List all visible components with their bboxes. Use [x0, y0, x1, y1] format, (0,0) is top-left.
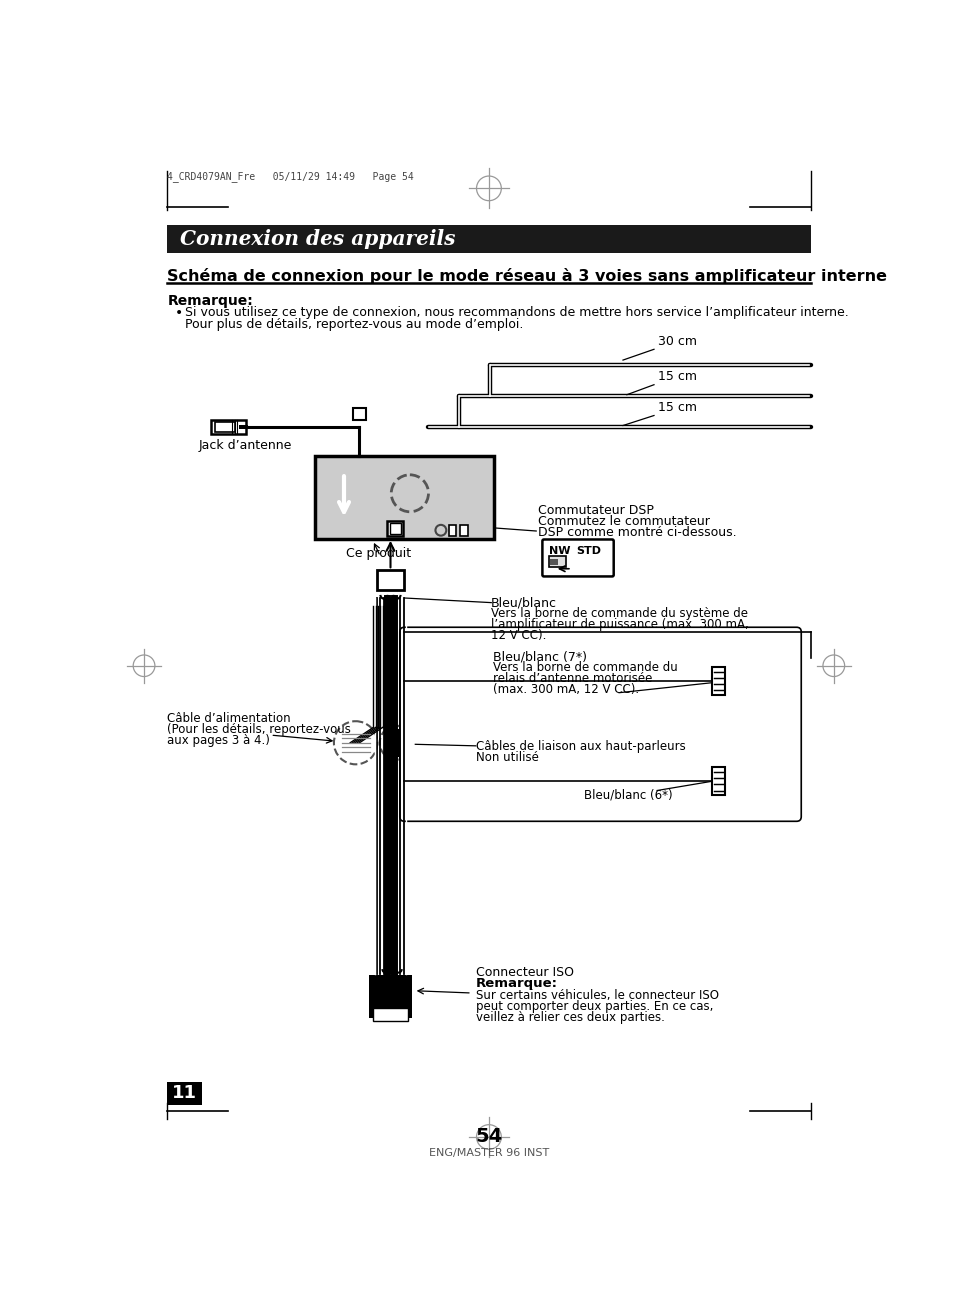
Text: veillez à relier ces deux parties.: veillez à relier ces deux parties. — [476, 1011, 664, 1024]
Text: 54: 54 — [475, 1127, 502, 1146]
Text: Bleu/blanc (7*): Bleu/blanc (7*) — [493, 650, 586, 663]
Bar — [711, 767, 723, 796]
Bar — [459, 525, 468, 536]
Bar — [167, 1082, 202, 1104]
Text: Si vous utilisez ce type de connexion, nous recommandons de mettre hors service : Si vous utilisez ce type de connexion, n… — [185, 306, 848, 319]
Text: Commutateur DSP: Commutateur DSP — [537, 504, 653, 517]
Text: relais d’antenne motorisée: relais d’antenne motorisée — [493, 672, 652, 685]
Bar — [376, 570, 404, 591]
Text: Câble d’alimentation: Câble d’alimentation — [167, 712, 291, 725]
Bar — [314, 457, 494, 540]
Text: ENG/MASTER 96 INST: ENG/MASTER 96 INST — [428, 1148, 549, 1158]
Text: STD: STD — [576, 546, 601, 557]
Bar — [711, 767, 723, 796]
Text: Bleu/blanc: Bleu/blanc — [491, 596, 557, 609]
Text: Connexion des appareils: Connexion des appareils — [179, 230, 455, 249]
Text: Connecteur ISO: Connecteur ISO — [476, 966, 573, 979]
Bar — [548, 557, 565, 567]
Text: Bleu/blanc (6*): Bleu/blanc (6*) — [583, 789, 672, 802]
Text: NW: NW — [548, 546, 570, 557]
Bar — [369, 976, 412, 1018]
Bar — [373, 1008, 407, 1020]
Text: aux pages 3 à 4.): aux pages 3 à 4.) — [167, 734, 270, 747]
Bar — [167, 226, 810, 253]
Text: peut comporter deux parties. En ce cas,: peut comporter deux parties. En ce cas, — [476, 1001, 713, 1012]
Bar — [711, 667, 723, 695]
Text: Jack d’antenne: Jack d’antenne — [199, 440, 293, 453]
FancyBboxPatch shape — [399, 628, 801, 822]
Bar — [711, 667, 723, 695]
Text: 15 cm: 15 cm — [658, 370, 696, 383]
Text: 30 cm: 30 cm — [658, 335, 696, 348]
Bar — [215, 423, 235, 432]
Text: Vers la borne de commande du système de: Vers la borne de commande du système de — [491, 607, 747, 620]
Text: Schéma de connexion pour le mode réseau à 3 voies sans amplificateur interne: Schéma de connexion pour le mode réseau … — [167, 268, 886, 284]
Text: 4_CRD4079AN_Fre   05/11/29 14:49   Page 54: 4_CRD4079AN_Fre 05/11/29 14:49 Page 54 — [167, 172, 414, 183]
Bar — [384, 597, 396, 974]
Text: l’amplificateur de puissance (max. 300 mA,: l’amplificateur de puissance (max. 300 m… — [491, 618, 748, 632]
Text: Ce produit: Ce produit — [345, 548, 410, 561]
Bar — [390, 729, 402, 756]
Text: Remarque:: Remarque: — [476, 977, 558, 990]
Bar — [390, 524, 400, 534]
Bar — [387, 521, 402, 537]
Text: (max. 300 mA, 12 V CC).: (max. 300 mA, 12 V CC). — [493, 683, 639, 696]
FancyBboxPatch shape — [542, 540, 613, 576]
Text: Sur certains véhicules, le connecteur ISO: Sur certains véhicules, le connecteur IS… — [476, 989, 718, 1002]
Bar — [550, 559, 558, 565]
Text: DSP comme montré ci-dessous.: DSP comme montré ci-dessous. — [537, 525, 736, 538]
Text: (Pour les détails, reportez-vous: (Pour les détails, reportez-vous — [167, 722, 351, 735]
Bar — [211, 420, 246, 435]
Bar — [353, 408, 365, 420]
Text: Vers la borne de commande du: Vers la borne de commande du — [493, 662, 677, 674]
Text: 12 V CC).: 12 V CC). — [491, 629, 546, 642]
Text: Câbles de liaison aux haut-parleurs: Câbles de liaison aux haut-parleurs — [476, 741, 685, 754]
Bar — [238, 424, 248, 429]
Text: Non utilisé: Non utilisé — [476, 751, 538, 764]
Text: Pour plus de détails, reportez-vous au mode d’emploi.: Pour plus de détails, reportez-vous au m… — [185, 318, 523, 331]
Text: Commutez le commutateur: Commutez le commutateur — [537, 515, 709, 528]
Text: 11: 11 — [172, 1085, 196, 1102]
Text: 15 cm: 15 cm — [658, 400, 696, 414]
Text: Remarque:: Remarque: — [167, 294, 253, 307]
Bar — [448, 525, 456, 536]
Text: •: • — [174, 306, 183, 320]
